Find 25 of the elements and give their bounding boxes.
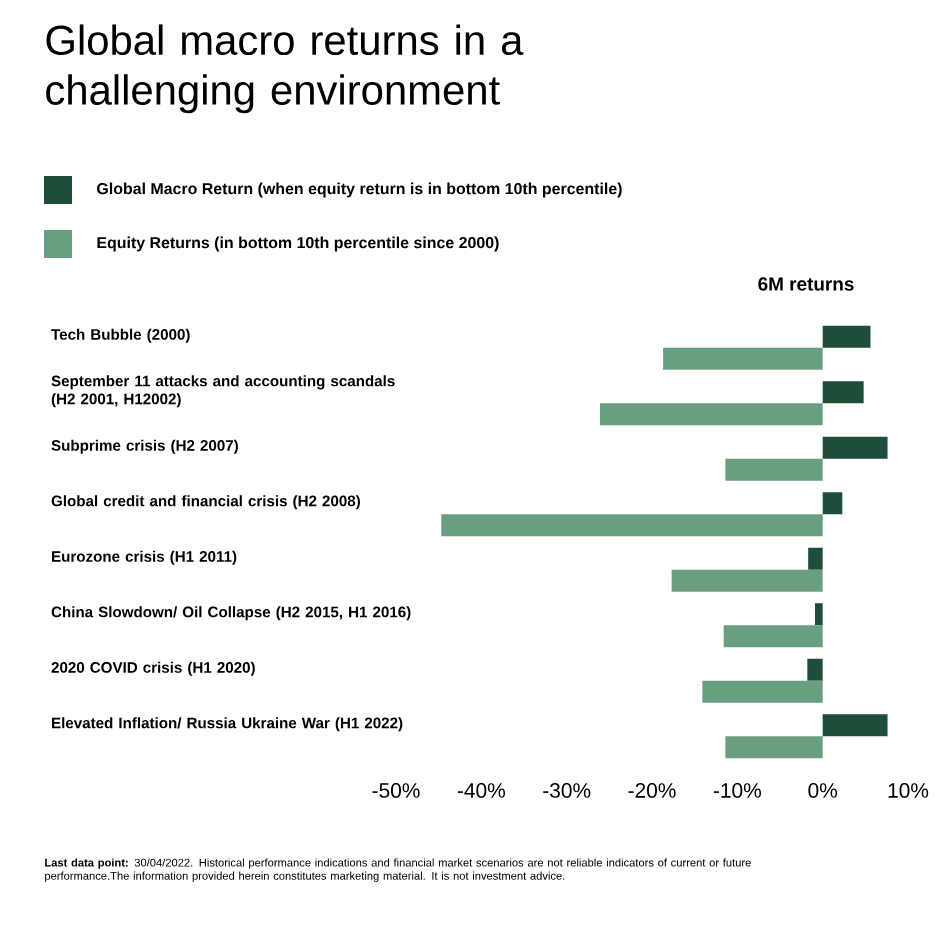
- x-tick-label: -20%: [628, 783, 676, 798]
- bar: [822, 492, 843, 515]
- bar: [725, 736, 823, 759]
- bar: [822, 436, 888, 459]
- bar: [815, 603, 823, 626]
- x-tick-label: 10%: [888, 783, 929, 798]
- x-tick-label: -10%: [713, 783, 761, 798]
- bar: [822, 381, 864, 404]
- bar: [822, 325, 871, 348]
- bar: [599, 403, 823, 426]
- bar: [807, 658, 823, 681]
- bar: [808, 547, 823, 570]
- x-tick-label: -30%: [543, 783, 591, 798]
- bar: [671, 569, 823, 592]
- bar: [663, 347, 823, 370]
- bar: [702, 680, 823, 703]
- x-tick-label: 0%: [808, 783, 838, 798]
- chart-subtitle: 6M returns: [758, 277, 854, 291]
- bar: [822, 714, 888, 737]
- bar: [725, 458, 823, 481]
- x-tick-label: -40%: [457, 783, 505, 798]
- x-tick-label: -50%: [372, 783, 420, 798]
- chart-title: Global macro returns in a challenging environment: [46, 24, 524, 114]
- bar: [441, 514, 823, 537]
- bar: [723, 625, 823, 648]
